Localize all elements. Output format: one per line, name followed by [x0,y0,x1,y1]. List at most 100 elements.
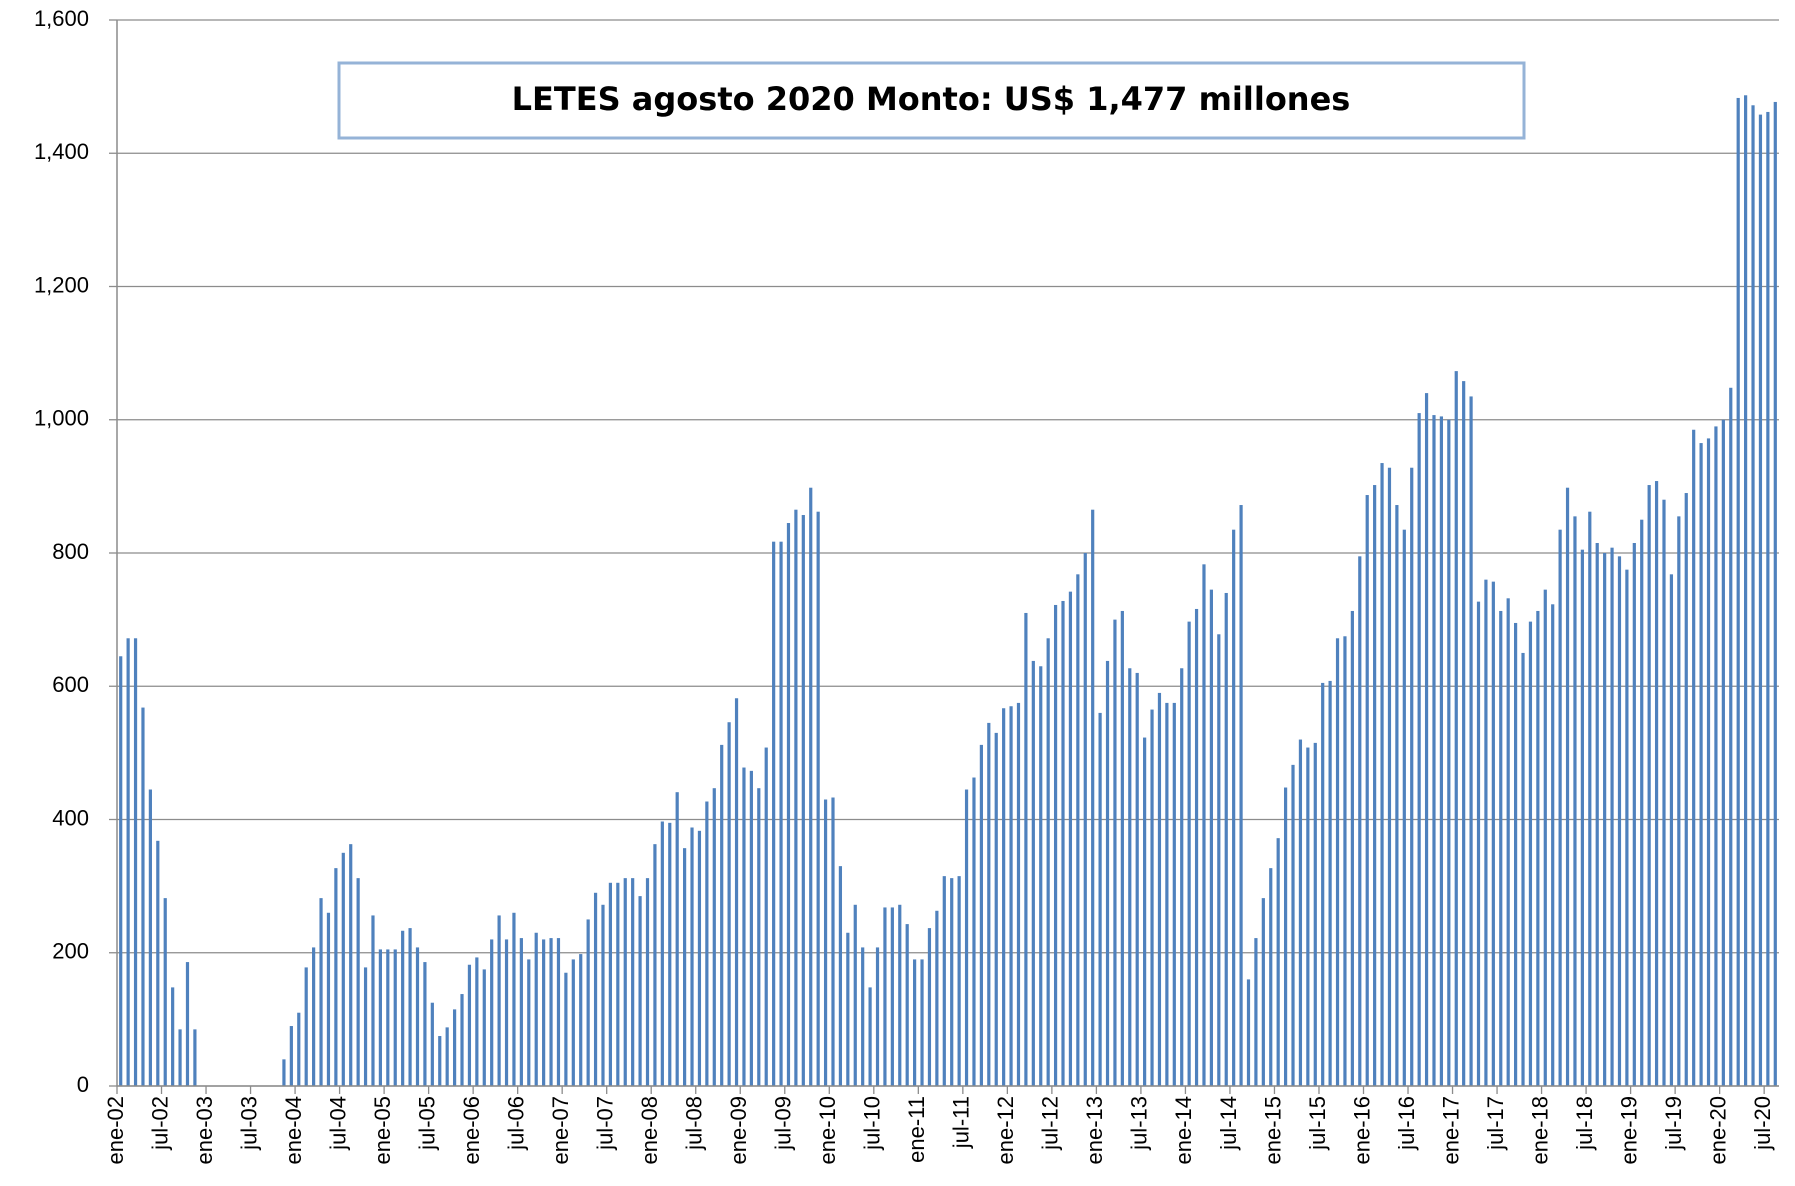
y-tick-label: 0 [77,1072,89,1097]
bar [1202,564,1206,1086]
x-tick-label: ene-06 [459,1096,484,1165]
bar [1232,529,1236,1086]
x-tick-label: jul-11 [949,1096,974,1149]
bar [1105,660,1110,1086]
bar [512,912,516,1086]
bar [1009,706,1013,1086]
x-tick-label: jul-13 [1127,1096,1152,1151]
y-tick-label: 600 [52,672,89,697]
x-tick-label: ene-11 [904,1096,929,1163]
bar [1410,467,1414,1087]
x-tick-label: jul-06 [503,1096,528,1151]
bar [1321,682,1325,1086]
bar [1380,463,1384,1086]
bar [942,876,946,1086]
bar [475,957,479,1086]
bar [1469,396,1473,1086]
bar [1239,505,1243,1086]
bar [1506,598,1510,1086]
bar [1358,556,1362,1086]
bar [1706,438,1711,1086]
bar [341,852,345,1086]
bar [1721,419,1725,1086]
bar [1677,516,1681,1086]
bar [1647,485,1651,1087]
bar [1714,426,1718,1087]
bar [1313,742,1317,1086]
x-tick-label: ene-16 [1349,1096,1374,1165]
y-tick-label: 1,000 [34,406,89,431]
bar [809,487,813,1086]
x-tick-label: ene-10 [815,1096,840,1165]
bar [423,962,427,1086]
bar [319,898,323,1086]
bar [683,848,687,1086]
bar [1558,529,1562,1086]
bar [601,904,605,1086]
x-tick-label: ene-12 [993,1096,1018,1165]
bar [712,788,716,1086]
bar [861,947,865,1086]
bar [1254,938,1258,1086]
bar [1224,592,1228,1086]
bar [1269,868,1273,1086]
bar [297,1012,301,1086]
bar [742,767,746,1086]
bar [957,876,961,1086]
bar [1588,511,1592,1086]
bar [838,866,843,1086]
bar [1328,680,1332,1086]
bar [1402,529,1406,1086]
bar [304,967,308,1086]
bar [549,938,553,1086]
bar [1120,610,1124,1086]
bar [141,707,145,1086]
bar [1424,393,1429,1087]
bar [1432,415,1436,1086]
bar [519,938,523,1086]
bar [1758,114,1763,1087]
bar [660,821,664,1086]
bar [1536,610,1540,1086]
bar [1551,604,1555,1086]
x-tick-label: jul-18 [1572,1096,1597,1151]
bar [148,789,152,1086]
bar [994,732,998,1086]
bar [1343,636,1347,1086]
x-tick-label: jul-14 [1216,1096,1241,1151]
x-tick-label: ene-13 [1082,1096,1107,1165]
bar [1157,692,1162,1086]
bar [987,722,991,1086]
bar [1002,708,1006,1086]
bar [334,868,338,1086]
bar [586,919,590,1086]
bar [734,698,739,1086]
bar [119,656,123,1086]
bar [1061,600,1065,1086]
bar [156,840,160,1086]
x-tick-label: jul-03 [236,1096,261,1151]
x-tick-label: jul-16 [1394,1096,1419,1151]
bar [326,912,331,1086]
bar [1751,105,1755,1086]
bar [1632,543,1636,1086]
bar [349,844,353,1086]
bar [1068,591,1073,1086]
bar [1476,601,1481,1086]
bar [890,907,894,1086]
bar [979,744,983,1086]
bar [542,939,546,1086]
bar [608,882,613,1086]
bar [1298,739,1303,1086]
bar [363,967,368,1086]
bar [705,801,709,1086]
bar [1491,581,1495,1086]
bar [467,964,472,1086]
bar [527,959,531,1086]
bar [133,638,138,1086]
bar [1039,666,1043,1086]
bar [445,1027,449,1086]
bar [816,511,820,1086]
bar [1514,622,1518,1086]
bar [1150,709,1154,1086]
